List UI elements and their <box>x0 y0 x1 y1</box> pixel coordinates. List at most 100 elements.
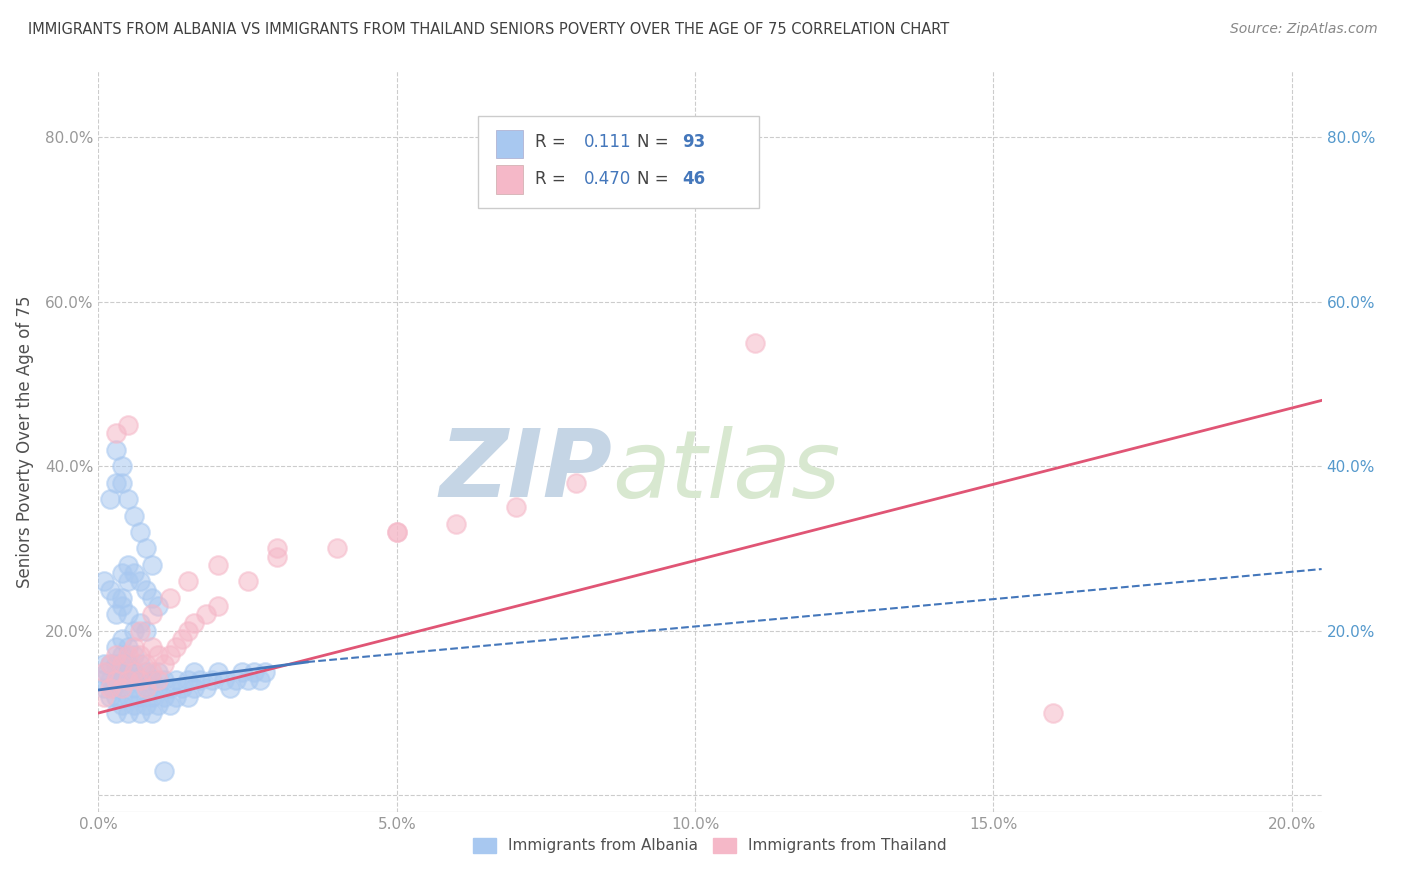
FancyBboxPatch shape <box>496 165 523 194</box>
FancyBboxPatch shape <box>496 130 523 158</box>
Point <box>129 524 152 539</box>
FancyBboxPatch shape <box>478 116 759 209</box>
Point <box>141 558 163 572</box>
Point <box>326 541 349 556</box>
Point <box>117 418 139 433</box>
Point <box>141 665 163 679</box>
Point <box>207 665 229 679</box>
Point <box>135 681 157 696</box>
Point <box>93 681 115 696</box>
Point <box>146 665 169 679</box>
Point <box>122 508 145 523</box>
Point <box>153 690 176 704</box>
Point <box>117 640 139 655</box>
Y-axis label: Seniors Poverty Over the Age of 75: Seniors Poverty Over the Age of 75 <box>15 295 34 588</box>
Point <box>254 665 277 679</box>
Point <box>242 665 264 679</box>
Point <box>505 500 527 515</box>
Point <box>159 681 181 696</box>
Text: 93: 93 <box>682 134 706 152</box>
Point <box>159 698 181 712</box>
Point <box>201 673 224 687</box>
Point <box>183 665 205 679</box>
Point <box>105 657 128 671</box>
Text: 0.111: 0.111 <box>583 134 631 152</box>
Point <box>129 706 152 720</box>
Point <box>117 607 139 622</box>
Point <box>117 706 139 720</box>
Point <box>105 475 128 490</box>
Point <box>117 492 139 507</box>
Point <box>98 690 121 704</box>
Point <box>103 681 125 696</box>
Point <box>105 442 128 457</box>
Point <box>98 582 121 597</box>
Point <box>225 673 247 687</box>
Point <box>135 698 157 712</box>
Point <box>129 574 152 589</box>
Point <box>122 681 145 696</box>
Point <box>135 681 157 696</box>
Point <box>105 591 128 605</box>
Point <box>141 690 163 704</box>
Point <box>122 640 145 655</box>
Point <box>105 690 128 704</box>
Point <box>165 690 187 704</box>
Point <box>111 657 134 671</box>
Point <box>111 599 134 613</box>
Point <box>146 599 169 613</box>
Text: atlas: atlas <box>612 425 841 516</box>
Point <box>117 657 139 671</box>
Point <box>98 657 121 671</box>
Point <box>1042 706 1064 720</box>
Point <box>135 657 157 671</box>
Point <box>105 706 128 720</box>
Point <box>135 665 157 679</box>
Point <box>194 681 217 696</box>
Point <box>93 574 115 589</box>
Point <box>177 690 200 704</box>
Text: ZIP: ZIP <box>439 425 612 517</box>
Point <box>141 607 163 622</box>
Point <box>98 657 121 671</box>
Point <box>146 681 169 696</box>
Point <box>122 624 145 638</box>
Text: R =: R = <box>536 134 565 152</box>
Point <box>135 582 157 597</box>
Point <box>98 492 121 507</box>
Point <box>266 541 288 556</box>
Point <box>159 648 181 663</box>
Point <box>135 541 157 556</box>
Point <box>218 681 240 696</box>
Point <box>111 591 134 605</box>
Point <box>188 673 211 687</box>
Point <box>135 624 157 638</box>
Point <box>141 706 163 720</box>
Point <box>90 673 112 687</box>
Point <box>93 657 115 671</box>
Point <box>231 665 253 679</box>
Point <box>146 698 169 712</box>
Point <box>98 681 121 696</box>
Point <box>249 673 271 687</box>
Point <box>236 574 259 589</box>
Point <box>177 574 200 589</box>
Point <box>122 665 145 679</box>
Point <box>141 640 163 655</box>
Point <box>117 648 139 663</box>
Point <box>111 648 134 663</box>
Point <box>122 665 145 679</box>
Point <box>446 516 468 531</box>
Point <box>177 673 200 687</box>
Point <box>111 475 134 490</box>
Point <box>93 665 115 679</box>
Point <box>122 566 145 581</box>
Point <box>236 673 259 687</box>
Text: Source: ZipAtlas.com: Source: ZipAtlas.com <box>1230 22 1378 37</box>
Point <box>744 335 766 350</box>
Point <box>122 698 145 712</box>
Point <box>183 615 205 630</box>
Point <box>141 673 163 687</box>
Point <box>117 673 139 687</box>
Point <box>165 640 187 655</box>
